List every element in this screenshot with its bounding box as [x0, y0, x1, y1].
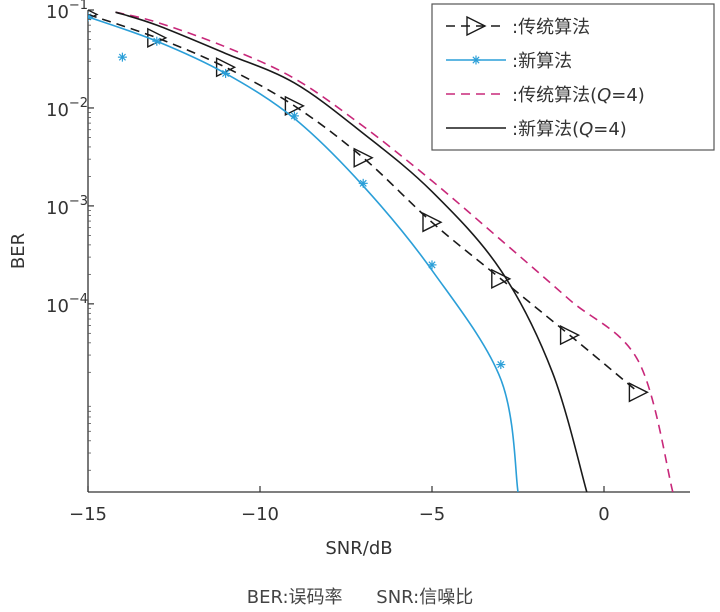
legend-label: :传统算法(Q=4): [512, 85, 645, 106]
triangle-marker: [284, 95, 305, 117]
figure-caption: BER:误码率 SNR:信噪比: [0, 583, 720, 609]
x-tick-label: −5: [419, 504, 446, 525]
y-axis-label: BER: [8, 233, 29, 269]
legend-label: :新算法: [512, 51, 572, 72]
y-tick-label: 10−2: [46, 96, 88, 121]
series-line: [88, 16, 519, 492]
asterisk-marker: [221, 68, 231, 78]
y-tick-label: 10−3: [46, 194, 88, 219]
asterisk-marker: [88, 12, 93, 22]
x-tick-label: 0: [598, 504, 609, 525]
caption-ber: BER:误码率: [246, 587, 343, 608]
legend: :传统算法 :新算法 :传统算法(Q=4) :新算法(Q=4): [431, 3, 715, 151]
series-line: [115, 11, 674, 492]
asterisk-marker: [496, 360, 506, 370]
series-3: [115, 11, 588, 492]
asterisk-stroke: [88, 16, 92, 21]
series-line: [115, 11, 588, 492]
legend-entry-3: :新算法(Q=4): [446, 119, 627, 140]
triangle-marker: [466, 15, 487, 37]
triangle-marker: [491, 268, 512, 289]
asterisk-marker: [471, 55, 481, 65]
legend-label: :新算法(Q=4): [512, 119, 627, 140]
asterisk-stroke: [118, 53, 126, 61]
asterisk-stroke: [359, 179, 367, 187]
asterisk-stroke: [153, 37, 161, 45]
legend-entry-0: :传统算法: [446, 15, 590, 38]
asterisk-stroke: [497, 360, 505, 369]
triangle-marker: [422, 212, 443, 233]
legend-entry-1: :新算法: [446, 51, 572, 72]
asterisk-marker: [358, 178, 368, 188]
triangle-marker: [353, 147, 374, 168]
series-0: [88, 9, 649, 403]
caption-snr: SNR:信噪比: [376, 587, 474, 608]
asterisk-stroke: [290, 112, 298, 120]
asterisk-marker: [427, 260, 437, 270]
asterisk-marker: [289, 111, 299, 121]
asterisk-stroke: [222, 69, 230, 78]
x-axis-label: SNR/dB: [325, 538, 392, 559]
ber-chart: −15 −10 −5 010−110−210−310−4 :传统算法:新算法:传统算法…: [8, 0, 715, 559]
asterisk-stroke: [428, 261, 436, 269]
triangle-marker: [559, 324, 581, 346]
asterisk-marker: [117, 52, 127, 62]
triangle-marker: [628, 382, 649, 403]
x-tick-label: −10: [241, 504, 279, 525]
axes-layer: −15 −10 −5 0 10−1 10−2 10−3 10−4: [46, 0, 610, 525]
series-2: [115, 11, 674, 492]
y-tick-label: 10−4: [46, 292, 88, 317]
legend-label: :传统算法: [512, 17, 590, 38]
legend-entry-2: :传统算法(Q=4): [446, 85, 645, 106]
asterisk-stroke: [472, 56, 480, 64]
y-tick-label: 10−1: [46, 0, 88, 23]
x-tick-label: −15: [69, 504, 107, 525]
asterisk-marker: [152, 36, 162, 46]
